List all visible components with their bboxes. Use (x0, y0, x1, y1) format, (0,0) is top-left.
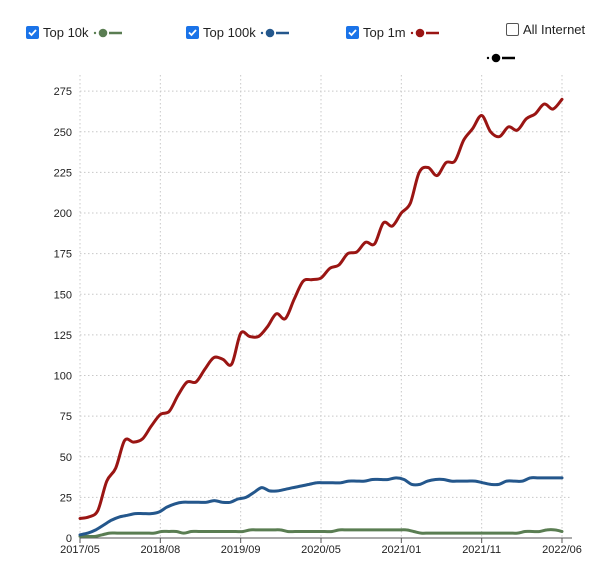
legend-item-all-internet[interactable]: All Internet (506, 22, 585, 37)
y-tick-label: 250 (54, 127, 72, 139)
y-tick-label: 100 (54, 371, 72, 383)
top-10k-checkbox[interactable] (26, 26, 39, 39)
x-tick-label: 2018/08 (140, 544, 180, 556)
legend-item-top-10k[interactable]: Top 10k (26, 25, 125, 40)
legend-item-top-100k[interactable]: Top 100k (186, 25, 292, 40)
legend-label-top-1m: Top 1m (363, 25, 406, 40)
all-internet-line-marker-icon (486, 53, 515, 63)
top-10k-line-marker-icon (93, 28, 122, 37)
x-tick-label: 2021/01 (381, 544, 421, 556)
legend-label-all-internet: All Internet (523, 22, 586, 37)
x-tick-label: 2020/05 (301, 544, 341, 556)
top-1m-checkbox[interactable] (346, 26, 359, 39)
top-1m-line-marker-icon (410, 28, 439, 37)
y-tick-label: 225 (54, 167, 72, 179)
series-line-top-100k (78, 476, 564, 537)
y-axis-ticks: 0 25 50 75 100 125 150 175 200 225 250 275 (54, 86, 72, 545)
legend-item-top-1m[interactable]: Top 1m (346, 25, 442, 40)
y-tick-label: 275 (54, 86, 72, 98)
y-tick-label: 200 (54, 208, 72, 220)
y-tick-label: 125 (54, 330, 72, 342)
y-tick-label: 50 (60, 452, 72, 464)
chart-grid (79, 75, 572, 539)
x-tick-label: 2017/05 (60, 544, 100, 556)
checkmark-icon (348, 29, 357, 37)
y-tick-label: 25 (60, 492, 72, 504)
checkmark-icon (28, 29, 37, 37)
y-tick-label: 150 (54, 289, 72, 301)
legend-label-top-10k: Top 10k (43, 25, 89, 40)
y-tick-label: 0 (66, 533, 72, 545)
chart-series (78, 97, 564, 538)
chart-legend: Top 10k Top 100k Top 1m All Internet (0, 0, 612, 70)
y-tick-label: 175 (54, 249, 72, 261)
series-line-top-10k (78, 528, 564, 538)
checkmark-icon (188, 29, 197, 37)
x-tick-label: 2019/09 (221, 544, 261, 556)
x-tick-label: 2022/06 (542, 544, 582, 556)
legend-label-top-100k: Top 100k (203, 25, 256, 40)
x-axis-ticks: 2017/05 2018/08 2019/09 2020/05 2021/01 2021/… (60, 537, 582, 556)
x-tick-label: 2021/11 (462, 544, 501, 556)
y-tick-label: 75 (60, 411, 72, 423)
top-100k-line-marker-icon (260, 28, 289, 37)
series-line-top-1m (78, 97, 564, 520)
all-internet-checkbox[interactable] (506, 23, 519, 36)
top-100k-checkbox[interactable] (186, 26, 199, 39)
